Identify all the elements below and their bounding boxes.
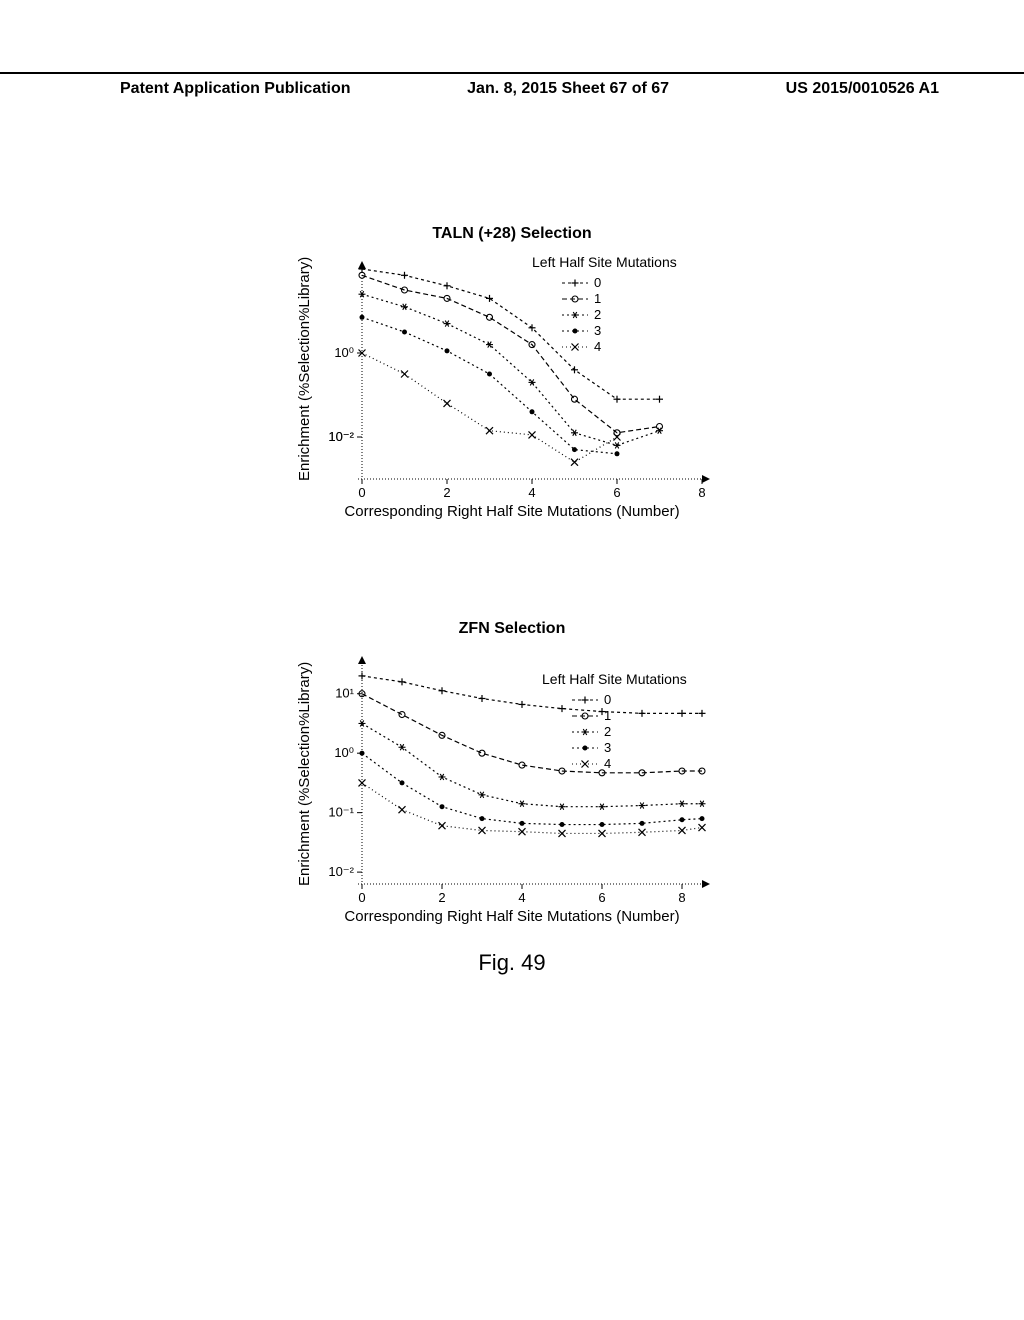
header-left: Patent Application Publication bbox=[0, 80, 351, 98]
svg-text:10¹: 10¹ bbox=[335, 686, 354, 701]
patent-header: Patent Application Publication Jan. 8, 2… bbox=[0, 72, 1024, 98]
chart-svg: 0 2 4 6 8 10¹ 10⁰ 10⁻¹ 10⁻² Left Half Site Mutati… bbox=[302, 644, 722, 904]
svg-text:1: 1 bbox=[604, 708, 611, 723]
x-axis-label: Corresponding Right Half Site Mutations … bbox=[302, 908, 722, 925]
svg-text:0: 0 bbox=[358, 485, 365, 499]
svg-text:2: 2 bbox=[604, 724, 611, 739]
header-right: US 2015/0010526 A1 bbox=[786, 80, 1024, 98]
svg-text:4: 4 bbox=[604, 756, 611, 771]
svg-text:Left Half Site Mutations: Left Half Site Mutations bbox=[532, 254, 677, 270]
svg-text:6: 6 bbox=[613, 485, 620, 499]
svg-text:2: 2 bbox=[443, 485, 450, 499]
svg-text:1: 1 bbox=[594, 291, 601, 306]
svg-text:3: 3 bbox=[604, 740, 611, 755]
x-axis-label: Corresponding Right Half Site Mutations … bbox=[302, 503, 722, 520]
svg-text:Left Half Site Mutations: Left Half Site Mutations bbox=[542, 671, 687, 687]
svg-text:6: 6 bbox=[598, 890, 605, 904]
figure-caption: Fig. 49 bbox=[478, 950, 545, 976]
svg-text:2: 2 bbox=[438, 890, 445, 904]
chart-taln: TALN (+28) Selection Enrichment (%Select… bbox=[302, 225, 722, 520]
svg-text:3: 3 bbox=[594, 323, 601, 338]
svg-text:8: 8 bbox=[678, 890, 685, 904]
svg-text:4: 4 bbox=[518, 890, 525, 904]
svg-text:4: 4 bbox=[594, 339, 601, 354]
svg-text:8: 8 bbox=[698, 485, 705, 499]
svg-text:10⁻²: 10⁻² bbox=[328, 429, 354, 444]
chart-zfn: ZFN Selection Enrichment (%Selection%Lib… bbox=[302, 620, 722, 925]
svg-text:4: 4 bbox=[528, 485, 535, 499]
chart-title: TALN (+28) Selection bbox=[302, 225, 722, 243]
svg-text:0: 0 bbox=[594, 275, 601, 290]
y-axis-label: Enrichment (%Selection%Library) bbox=[296, 662, 313, 886]
svg-text:10⁻²: 10⁻² bbox=[328, 864, 354, 879]
svg-text:2: 2 bbox=[594, 307, 601, 322]
chart-title: ZFN Selection bbox=[302, 620, 722, 638]
chart-svg: 0246810⁻²10⁰10⁻²Left Half Site Mutations… bbox=[302, 249, 722, 499]
y-axis-label: Enrichment (%Selection%Library) bbox=[296, 257, 313, 481]
svg-text:10⁻¹: 10⁻¹ bbox=[328, 805, 354, 820]
header-center: Jan. 8, 2015 Sheet 67 of 67 bbox=[467, 80, 669, 98]
svg-text:10⁰: 10⁰ bbox=[334, 345, 354, 360]
svg-text:10⁰: 10⁰ bbox=[334, 745, 354, 760]
svg-text:0: 0 bbox=[604, 692, 611, 707]
svg-text:0: 0 bbox=[358, 890, 365, 904]
